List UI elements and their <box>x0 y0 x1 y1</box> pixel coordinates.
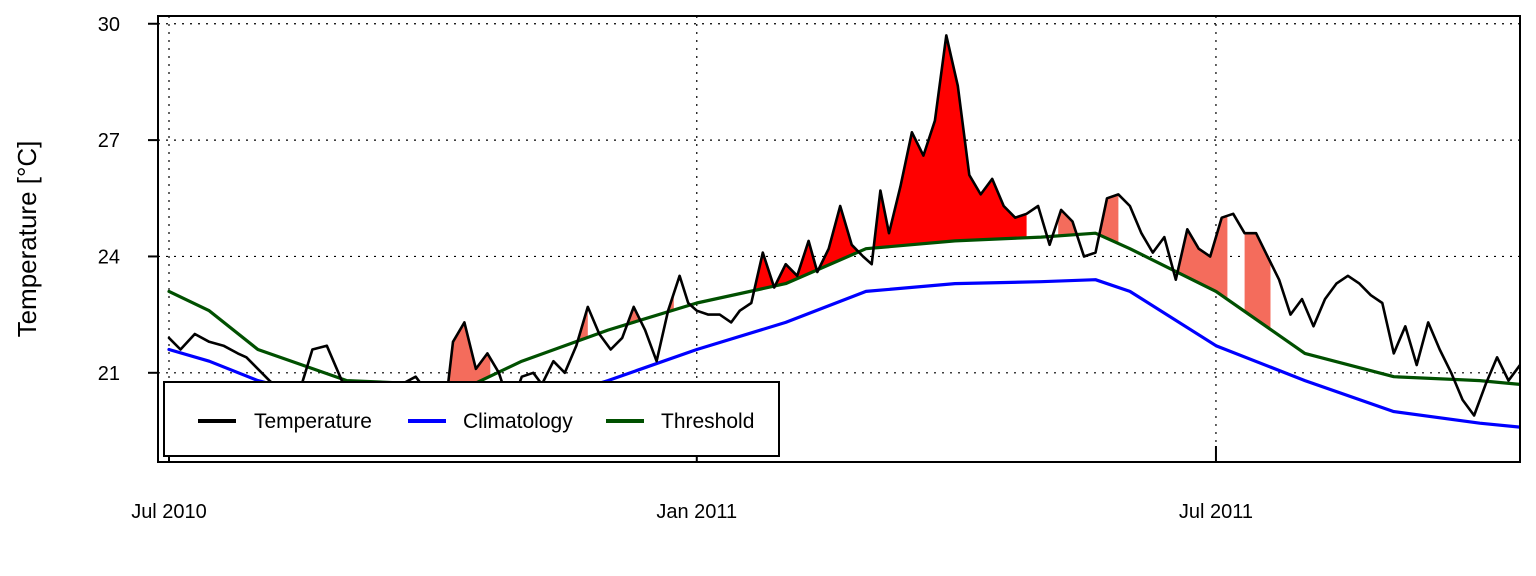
y-tick-label: 30 <box>98 14 120 36</box>
y-axis-title: Temperature [°C] <box>12 141 42 338</box>
y-tick-label: 21 <box>98 363 120 385</box>
event-fill-moderate <box>564 306 588 346</box>
y-tick-label: 24 <box>98 246 120 268</box>
legend-label-climatology: Climatology <box>463 410 573 433</box>
event-fill-moderate <box>1058 194 1119 244</box>
legend-label-temperature: Temperature <box>254 410 372 433</box>
plot-frame <box>157 15 1521 463</box>
legend-box <box>163 381 780 457</box>
axes: 21 24 27 30 Jul 2010 Jan 2011 Jul 2011 <box>98 14 1253 523</box>
x-tick-label: Jul 2011 <box>1179 501 1253 523</box>
x-tick-label: Jan 2011 <box>656 501 737 523</box>
legend: Temperature Climatology Threshold <box>163 381 780 457</box>
event-fill-moderate <box>1244 233 1271 330</box>
event-fill-strong <box>714 35 1027 300</box>
event-fills <box>447 35 1472 385</box>
y-tick-label: 27 <box>98 130 120 152</box>
legend-label-threshold: Threshold <box>661 410 754 433</box>
x-tick-label: Jul 2010 <box>131 501 207 523</box>
event-fill-moderate <box>447 322 491 385</box>
